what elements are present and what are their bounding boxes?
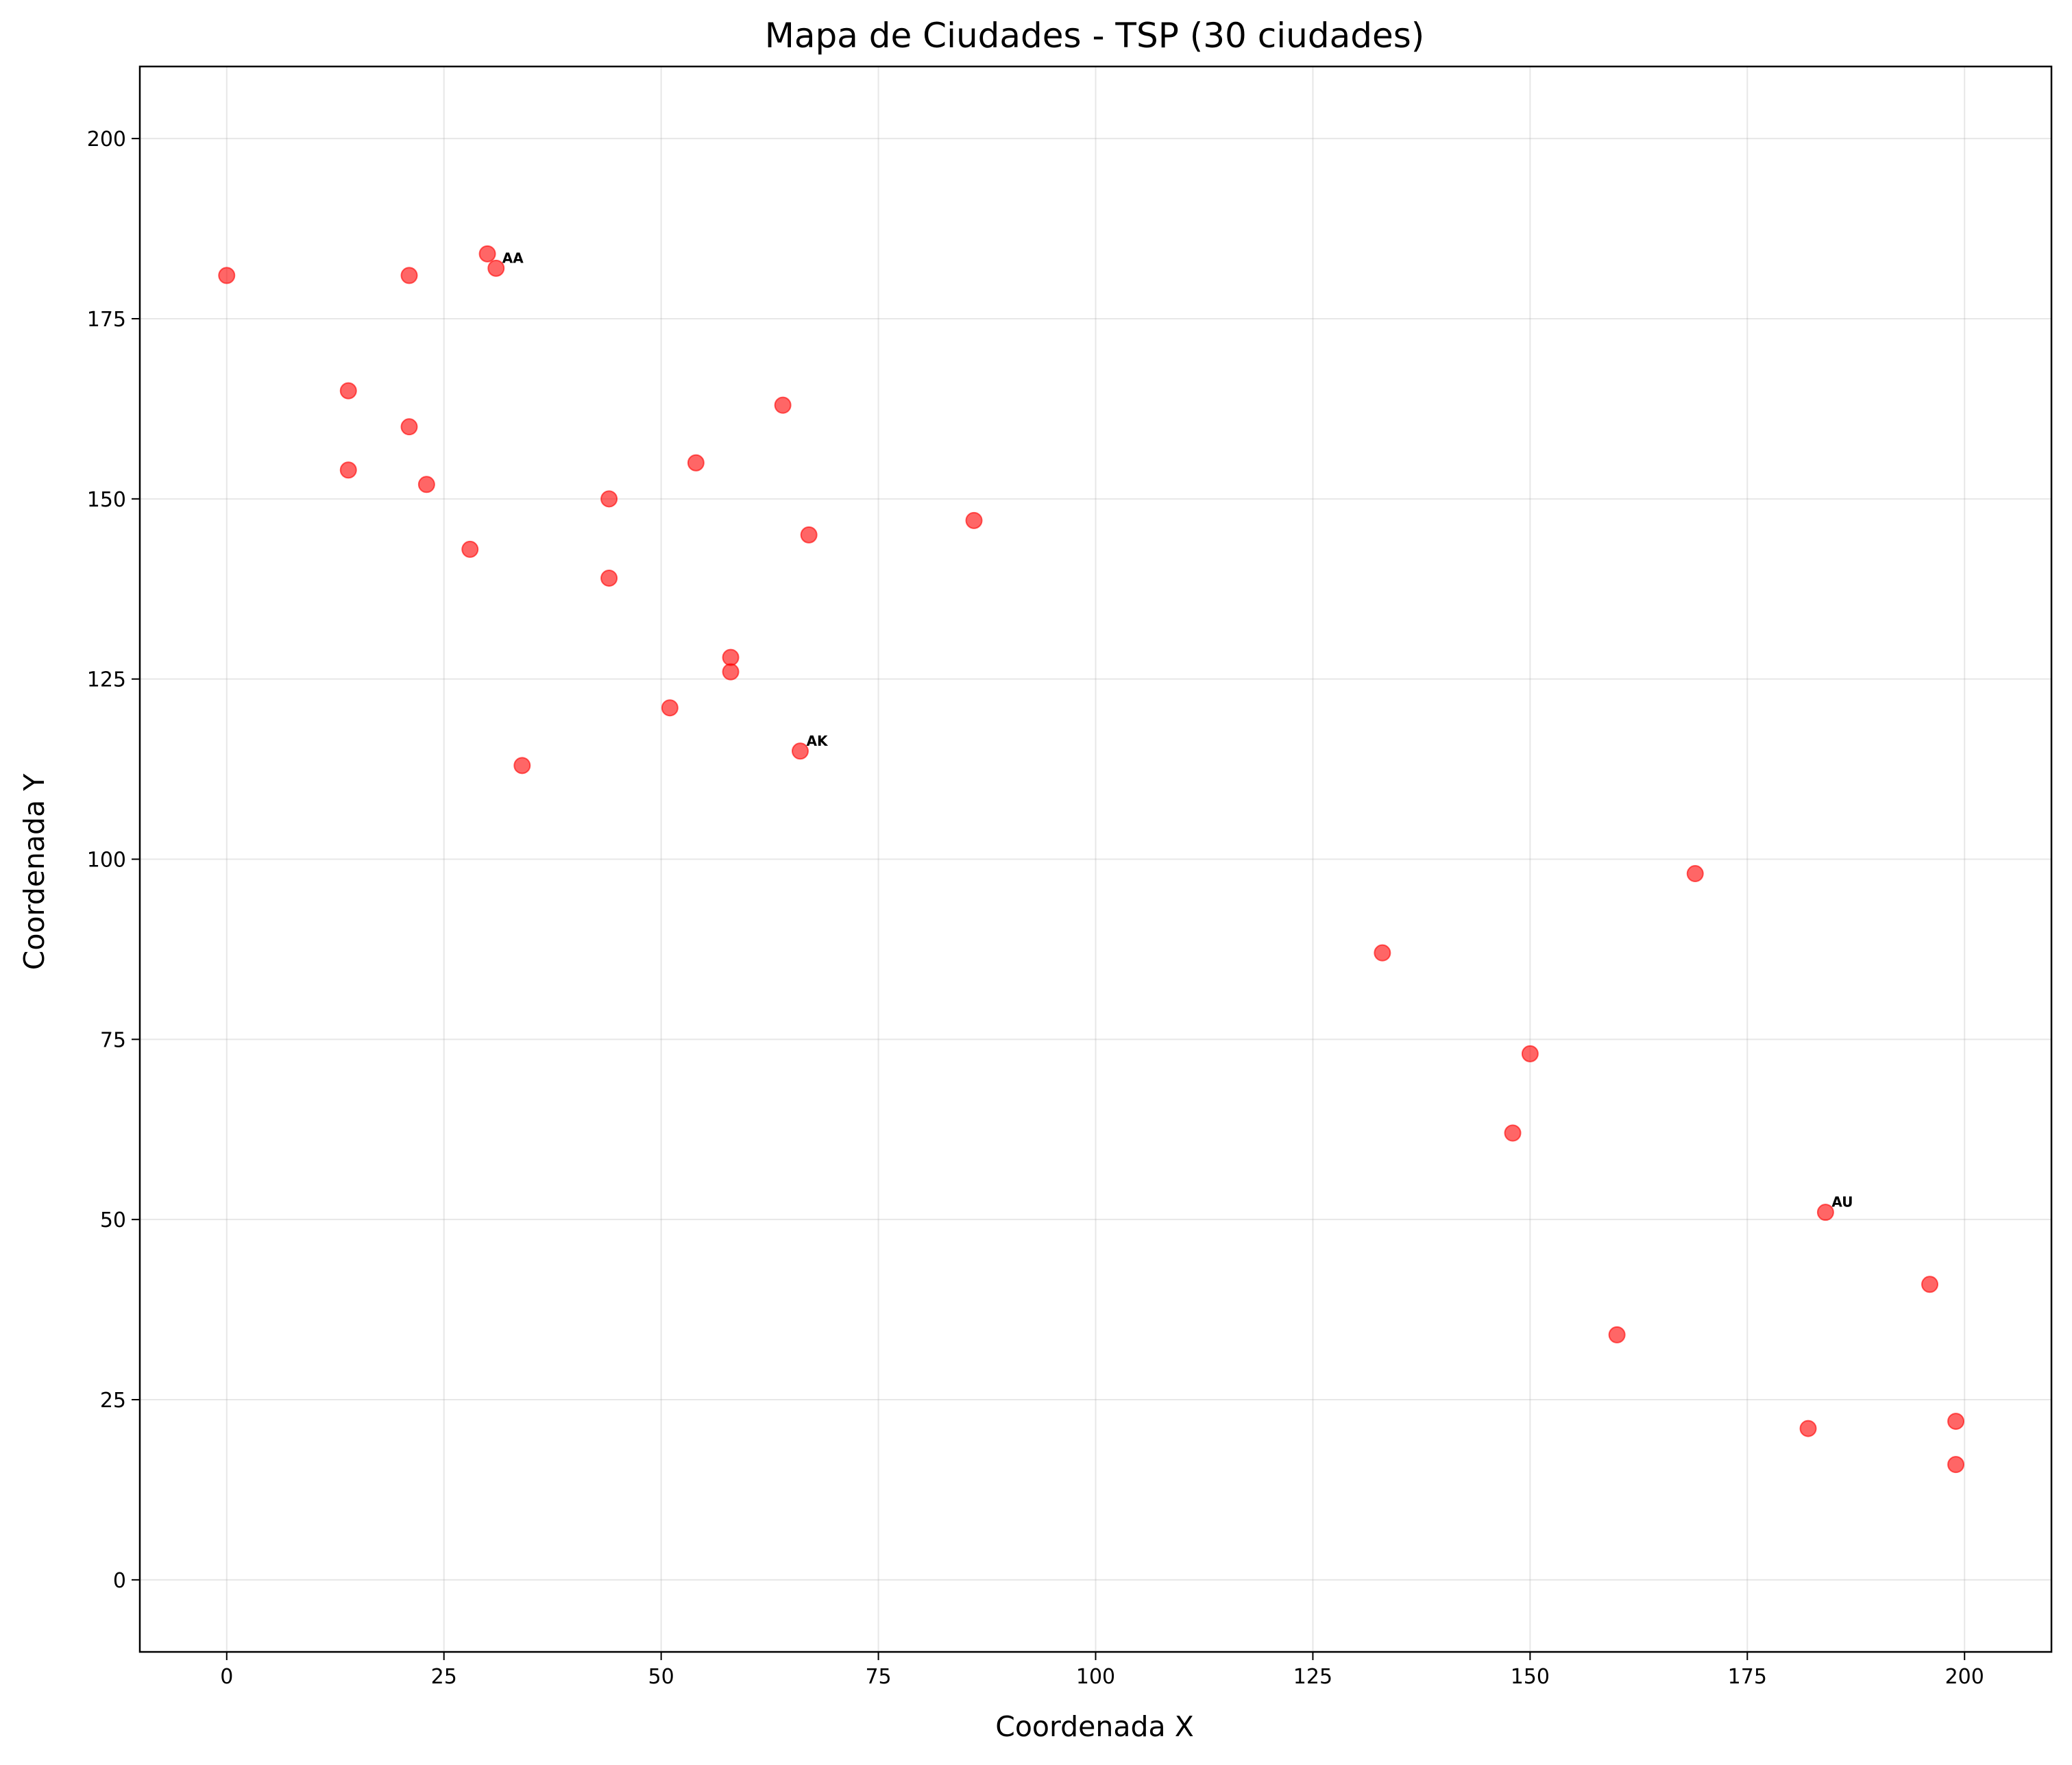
grid-lines xyxy=(140,66,2051,1652)
city-point xyxy=(791,742,809,760)
city-point-label: AA xyxy=(502,249,524,266)
chart-title: Mapa de Ciudades - TSP (30 ciudades) xyxy=(765,16,1425,56)
city-point xyxy=(400,418,418,436)
y-tick-label: 200 xyxy=(87,127,126,151)
y-axis-label: Coordenada Y xyxy=(18,773,51,970)
city-point xyxy=(1921,1276,1939,1293)
x-tick-label: 25 xyxy=(431,1665,457,1689)
city-point xyxy=(687,454,705,472)
x-tick-label: 175 xyxy=(1728,1665,1767,1689)
city-point xyxy=(774,396,792,414)
city-point xyxy=(1608,1326,1626,1343)
city-point xyxy=(965,511,983,529)
x-tick-label: 75 xyxy=(865,1665,891,1689)
x-tick-label: 150 xyxy=(1511,1665,1550,1689)
x-axis-label: Coordenada X xyxy=(995,1710,1194,1743)
city-point xyxy=(339,382,357,400)
city-point xyxy=(1947,1413,1965,1431)
city-point-label: AU xyxy=(1831,1194,1853,1210)
city-point xyxy=(1799,1420,1817,1437)
city-point xyxy=(339,461,357,479)
x-tick-label: 125 xyxy=(1293,1665,1332,1689)
city-point xyxy=(513,757,531,775)
x-axis-ticks: 0 25 50 75 100 125 150 175 200 xyxy=(220,1652,1984,1689)
city-point xyxy=(1504,1124,1522,1142)
x-tick-label: 0 xyxy=(220,1665,233,1689)
city-point xyxy=(400,267,418,284)
x-tick-label: 100 xyxy=(1076,1665,1115,1689)
x-tick-label: 200 xyxy=(1945,1665,1984,1689)
city-point xyxy=(1686,865,1704,883)
city-point-label: AK xyxy=(806,733,828,749)
city-point xyxy=(1816,1204,1834,1221)
city-point xyxy=(800,526,818,544)
y-tick-label: 0 xyxy=(113,1569,126,1593)
y-tick-label: 25 xyxy=(100,1389,126,1413)
city-point xyxy=(1947,1456,1965,1474)
y-tick-label: 150 xyxy=(87,488,126,512)
city-point xyxy=(461,540,479,558)
city-point xyxy=(661,699,679,717)
y-tick-label: 50 xyxy=(100,1208,126,1232)
city-point xyxy=(722,663,740,681)
y-tick-label: 75 xyxy=(100,1028,126,1052)
city-point xyxy=(417,476,435,494)
y-tick-label: 125 xyxy=(87,668,126,692)
city-point xyxy=(218,267,236,284)
y-axis-ticks: 0 25 50 75 100 125 150 175 200 xyxy=(87,127,140,1593)
city-point xyxy=(600,490,618,508)
data-points xyxy=(218,245,1965,1474)
city-point xyxy=(1521,1045,1539,1062)
city-point xyxy=(600,569,618,587)
x-tick-label: 50 xyxy=(648,1665,674,1689)
city-point xyxy=(1374,944,1391,962)
y-tick-label: 175 xyxy=(87,308,126,332)
point-labels: AA AK AU xyxy=(502,249,1853,1210)
city-point xyxy=(722,648,740,666)
city-point xyxy=(487,259,505,277)
city-point xyxy=(478,245,496,263)
y-tick-label: 100 xyxy=(87,849,126,873)
